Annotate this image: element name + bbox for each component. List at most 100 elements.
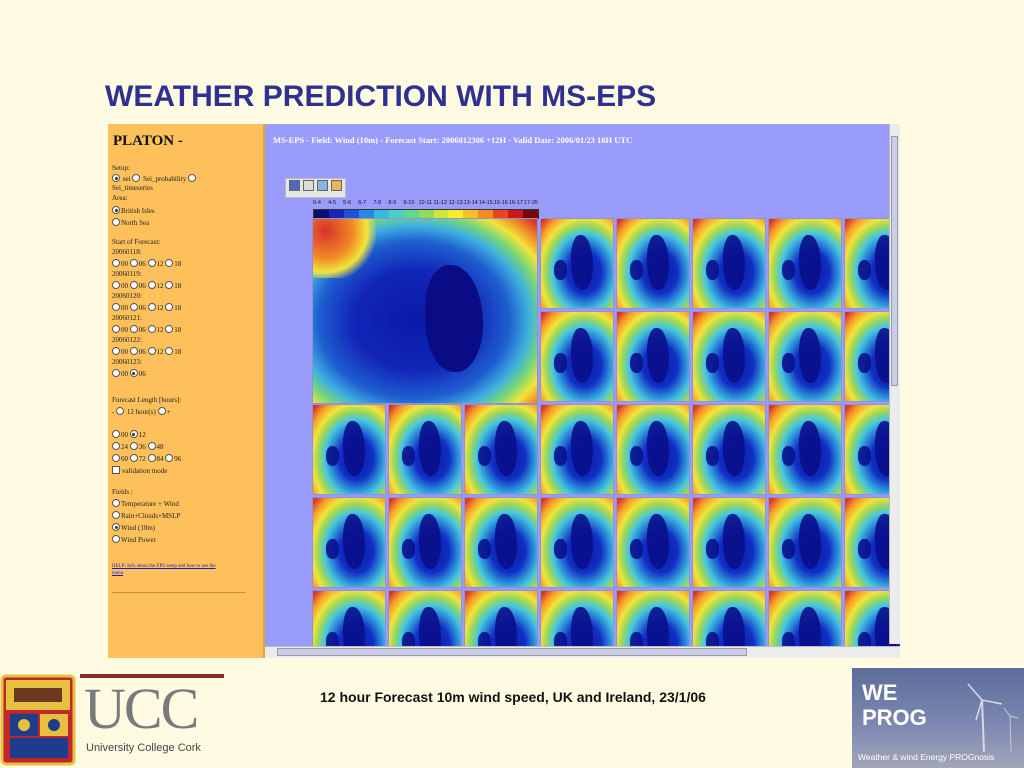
hour-radio[interactable] — [129, 281, 138, 289]
length-value: 12 hour(s) — [126, 408, 156, 416]
hour-radio[interactable] — [112, 281, 120, 289]
vertical-scroll-thumb[interactable] — [891, 136, 898, 386]
hour-radio[interactable] — [165, 281, 174, 289]
legend-swatch — [388, 210, 404, 218]
ensemble-member-map[interactable] — [312, 497, 386, 588]
length-radio[interactable] — [129, 442, 138, 450]
hour-radio[interactable] — [147, 347, 156, 355]
field-radio[interactable] — [112, 523, 120, 531]
horizontal-scrollbar[interactable] — [265, 646, 900, 658]
length-label: 12 — [138, 431, 146, 439]
hour-radio[interactable] — [129, 347, 138, 355]
field-option[interactable]: Temperature + Wind — [112, 499, 179, 509]
hour-radio[interactable] — [147, 259, 156, 267]
setup-sei-probability-radio[interactable] — [132, 174, 141, 182]
ucc-logo: UCC University College Cork — [80, 674, 224, 764]
print-icon[interactable] — [303, 180, 314, 191]
ensemble-member-map[interactable] — [692, 497, 766, 588]
ensemble-member-map[interactable] — [616, 497, 690, 588]
hour-radio[interactable] — [165, 325, 174, 333]
ensemble-member-map[interactable] — [464, 497, 538, 588]
hour-radio[interactable] — [112, 303, 120, 311]
field-option[interactable]: Wind (10m) — [112, 523, 155, 533]
export-icon[interactable] — [331, 180, 342, 191]
ensemble-member-map[interactable] — [768, 311, 842, 402]
area-north-sea-radio[interactable] — [112, 218, 120, 226]
ensemble-member-map[interactable] — [616, 218, 690, 309]
validation-mode-row[interactable]: validation mode — [112, 466, 167, 476]
setup-sei-radio[interactable] — [112, 174, 120, 182]
help-link-continued[interactable]: menu — [112, 571, 124, 576]
ensemble-member-map[interactable] — [540, 311, 614, 402]
ensemble-member-map[interactable] — [312, 404, 386, 495]
help-link[interactable]: HELP: Info about the EPS setup and how t… — [112, 564, 216, 569]
ensemble-member-map[interactable] — [692, 218, 766, 309]
setup-sei-timeseries-radio[interactable] — [187, 174, 196, 182]
length-radio[interactable] — [112, 454, 120, 462]
length-radio[interactable] — [112, 442, 120, 450]
field-option[interactable]: Wind Power — [112, 535, 156, 545]
horizontal-scroll-thumb[interactable] — [277, 648, 747, 656]
area-north-sea[interactable]: North Sea — [112, 218, 149, 228]
hour-label: 06 — [138, 370, 146, 378]
date-label: 20060118: — [112, 248, 142, 256]
hour-label: 12 — [156, 282, 164, 290]
hour-radio[interactable] — [129, 369, 138, 377]
length-radio[interactable] — [129, 454, 138, 462]
length-radio[interactable] — [147, 442, 156, 450]
hour-radio[interactable] — [147, 303, 156, 311]
hour-radio[interactable] — [129, 325, 138, 333]
length-options-row: 60 72 84 96 — [112, 454, 181, 464]
hour-radio[interactable] — [112, 347, 120, 355]
ensemble-member-map[interactable] — [540, 497, 614, 588]
field-radio[interactable] — [112, 511, 120, 519]
vertical-scrollbar[interactable] — [889, 124, 900, 644]
zoom-icon[interactable] — [317, 180, 328, 191]
field-radio[interactable] — [112, 499, 120, 507]
save-icon[interactable] — [289, 180, 300, 191]
hour-radio[interactable] — [165, 303, 174, 311]
ensemble-member-map[interactable] — [692, 311, 766, 402]
weprog-line2: PROG — [862, 705, 927, 730]
decrease-length-radio[interactable] — [116, 407, 125, 415]
ensemble-member-map[interactable] — [768, 218, 842, 309]
setup-options: sei Sei_probability — [112, 174, 197, 184]
legend-swatch — [448, 210, 464, 218]
ensemble-member-map[interactable] — [768, 404, 842, 495]
setup-label: Setup: — [112, 164, 130, 172]
ensemble-member-map[interactable] — [692, 404, 766, 495]
area-british-isles[interactable]: British Isles — [112, 206, 155, 216]
ensemble-member-map[interactable] — [388, 497, 462, 588]
area-british-isles-radio[interactable] — [112, 206, 120, 214]
legend-swatch — [418, 210, 434, 218]
length-radio[interactable] — [112, 430, 120, 438]
ensemble-member-map[interactable] — [540, 218, 614, 309]
field-option[interactable]: Rain+Clouds+MSLP — [112, 511, 180, 521]
hour-radio[interactable] — [165, 259, 174, 267]
length-radio[interactable] — [165, 454, 174, 462]
hour-radio[interactable] — [112, 325, 120, 333]
validation-mode-checkbox[interactable] — [112, 466, 120, 474]
hour-radio[interactable] — [165, 347, 174, 355]
ensemble-member-map[interactable] — [540, 404, 614, 495]
increase-length-radio[interactable] — [157, 407, 166, 415]
hour-radio[interactable] — [112, 369, 120, 377]
hour-radio[interactable] — [112, 259, 120, 267]
field-radio[interactable] — [112, 535, 120, 543]
ensemble-member-map[interactable] — [616, 404, 690, 495]
hour-label: 06 — [138, 260, 146, 268]
hour-radio[interactable] — [129, 303, 138, 311]
hour-radio[interactable] — [129, 259, 138, 267]
forecast-length-label: Forecast Length [hours]: — [112, 396, 182, 404]
length-radio[interactable] — [129, 430, 138, 438]
legend-label: 15-16 — [493, 200, 508, 206]
ensemble-member-map[interactable] — [616, 311, 690, 402]
date-label: 20060121: — [112, 314, 142, 322]
ensemble-member-map[interactable] — [464, 404, 538, 495]
hour-radio[interactable] — [147, 281, 156, 289]
length-radio[interactable] — [147, 454, 156, 462]
ensemble-member-map[interactable] — [388, 404, 462, 495]
ensemble-member-map[interactable] — [768, 497, 842, 588]
hour-radio[interactable] — [147, 325, 156, 333]
control-forecast-map[interactable] — [312, 218, 538, 404]
